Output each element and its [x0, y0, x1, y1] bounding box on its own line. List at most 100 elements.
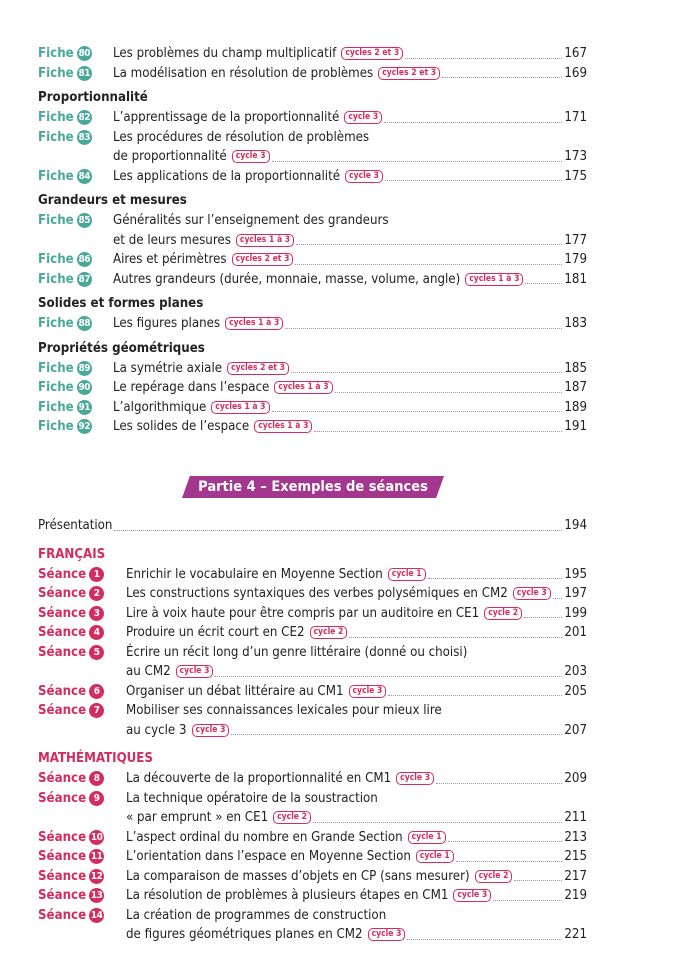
page-number[interactable]: 177: [564, 232, 587, 248]
toc-entry[interactable]: Séance 1 Enrichir le vocabulaire en Moyenn…: [38, 565, 587, 585]
toc-entry[interactable]: Présentation 194: [38, 516, 587, 536]
toc-entry[interactable]: Séance 11 L’orientation dans l’espace en M…: [38, 847, 587, 867]
seance-label-text: Séance: [38, 605, 87, 621]
entry-title[interactable]: Mobiliser ses connaissances lexicales po…: [126, 703, 442, 718]
page-number[interactable]: 169: [564, 65, 587, 81]
entry-line: La création de programmes de constructio…: [38, 906, 587, 926]
page-number[interactable]: 197: [564, 586, 587, 601]
page-number[interactable]: 203: [564, 664, 587, 679]
entry-title[interactable]: L’orientation dans l’espace en Moyenne S…: [126, 849, 411, 864]
entry-title[interactable]: L’algorithmique: [113, 399, 207, 415]
seance-label: Séance 3: [38, 604, 105, 624]
entry-title[interactable]: Lire à voix haute pour être compris par …: [126, 605, 480, 621]
page-number[interactable]: 209: [564, 771, 587, 786]
entry-title[interactable]: L’aspect ordinal du nombre en Grande Sec…: [126, 829, 403, 845]
page-number[interactable]: 215: [564, 849, 587, 864]
entry-title[interactable]: Généralités sur l’enseignement des grand…: [113, 213, 389, 228]
entry-title[interactable]: Organiser un débat littéraire au CM1: [126, 683, 344, 699]
toc-entry[interactable]: Fiche 83 Les procédures de résolution de p…: [38, 128, 587, 167]
entry-title[interactable]: Écrire un récit long d’un genre littérai…: [126, 644, 468, 660]
entry-title[interactable]: Aires et périmètres: [113, 252, 227, 267]
entry-title[interactable]: Les applications de la proportionnalité: [113, 168, 341, 184]
entry-title[interactable]: au CM2: [126, 664, 171, 679]
toc-entry[interactable]: Fiche 84 Les applications de la proportion…: [38, 167, 587, 187]
seance-label-text: Séance: [38, 849, 87, 864]
toc-entry[interactable]: Fiche 87 Autres grandeurs (durée, monnaie,…: [38, 270, 587, 290]
entry-title[interactable]: La découverte de la proportionnalité en …: [126, 771, 392, 786]
page-number[interactable]: 205: [564, 683, 587, 699]
fiche-label-text: Fiche: [38, 46, 74, 61]
page-number[interactable]: 219: [564, 888, 587, 903]
toc-entry[interactable]: Fiche 80 Les problèmes du champ multiplica…: [38, 44, 587, 64]
page-number[interactable]: 221: [564, 927, 587, 942]
page-number[interactable]: 201: [564, 625, 587, 640]
entry-title[interactable]: au cycle 3: [126, 722, 187, 738]
toc-entry[interactable]: Séance 3 Lire à voix haute pour être compr…: [38, 604, 587, 624]
page-number[interactable]: 187: [564, 380, 587, 395]
entry-title[interactable]: La comparaison de masses d’objets en CP …: [126, 868, 470, 884]
entry-title[interactable]: Produire un écrit court en CE2: [126, 625, 305, 640]
entry-title[interactable]: La modélisation en résolution de problèm…: [113, 65, 374, 81]
entry-title[interactable]: et de leurs mesures: [113, 232, 231, 248]
entry-title[interactable]: « par emprunt » en CE1: [126, 810, 269, 825]
toc-entry[interactable]: Fiche 92 Les solides de l’espace cycles 1 à…: [38, 417, 587, 437]
page-number[interactable]: 199: [564, 605, 587, 621]
page-number[interactable]: 195: [564, 566, 587, 582]
entry-title[interactable]: La résolution de problèmes à plusieurs é…: [126, 888, 449, 903]
entry-title[interactable]: Le repérage dans l’espace: [113, 380, 270, 395]
toc-entry[interactable]: Fiche 81 La modélisation en résolution de …: [38, 64, 587, 84]
page-number[interactable]: 175: [564, 168, 587, 184]
toc-entry[interactable]: Fiche 82 L’apprentissage de la proportionn…: [38, 108, 587, 128]
entry-title[interactable]: La technique opératoire de la soustracti…: [126, 790, 378, 806]
seance-number-badge: 7: [89, 703, 105, 719]
toc-entry[interactable]: Séance 8 La découverte de la proportionnal…: [38, 769, 587, 789]
toc-entry[interactable]: Séance 12 La comparaison de masses d’objet…: [38, 867, 587, 887]
page-number[interactable]: 167: [564, 46, 587, 61]
entry-title[interactable]: Les constructions syntaxiques des verbes…: [126, 586, 508, 601]
toc-entry[interactable]: Fiche 91 L’algorithmique cycles 1 à 3 189: [38, 398, 587, 418]
page-number[interactable]: 171: [564, 110, 587, 125]
toc-entry[interactable]: Séance 13 La résolution de problèmes à plu…: [38, 886, 587, 906]
page-number[interactable]: 173: [564, 149, 587, 164]
toc-entry[interactable]: Fiche 90 Le repérage dans l’espace cycles 1…: [38, 378, 587, 398]
entry-title[interactable]: Les procédures de résolution de problème…: [113, 129, 370, 145]
toc-entry[interactable]: Fiche 89 La symétrie axiale cycles 2 et 3 18…: [38, 359, 587, 379]
fiche-number-badge: 86: [76, 252, 92, 268]
page-number[interactable]: 183: [564, 316, 587, 331]
toc-entry[interactable]: Séance 4 Produire un écrit court en CE2 cyc…: [38, 623, 587, 643]
page-number[interactable]: 179: [564, 252, 587, 267]
entry-title[interactable]: de figures géométriques planes en CM2: [126, 927, 363, 942]
toc-entry[interactable]: Séance 7 Mobiliser ses connaissances lexic…: [38, 701, 587, 740]
page-number[interactable]: 213: [564, 829, 587, 845]
leader-dots: [334, 391, 563, 393]
entry-title[interactable]: La création de programmes de constructio…: [126, 907, 387, 923]
page-number[interactable]: 211: [564, 810, 587, 825]
toc-entry[interactable]: Séance 6 Organiser un débat littéraire au …: [38, 682, 587, 702]
page-number[interactable]: 185: [564, 360, 587, 376]
toc-entry[interactable]: Séance 10 L’aspect ordinal du nombre en Gr…: [38, 828, 587, 848]
entry-title[interactable]: Les problèmes du champ multiplicatif: [113, 46, 337, 61]
page-number[interactable]: 191: [564, 419, 587, 434]
entry-title[interactable]: Présentation: [38, 518, 113, 533]
toc-entry[interactable]: Séance 9 La technique opératoire de la sou…: [38, 789, 587, 828]
page-number[interactable]: 207: [564, 722, 587, 738]
toc-entry[interactable]: Fiche 86 Aires et périmètres cycles 2 et 3 1…: [38, 250, 587, 270]
entry-title[interactable]: Enrichir le vocabulaire en Moyenne Secti…: [126, 566, 383, 582]
entry-title[interactable]: de proportionnalité: [113, 149, 227, 164]
entry-title[interactable]: Autres grandeurs (durée, monnaie, masse,…: [113, 271, 461, 287]
entry-title[interactable]: L’apprentissage de la proportionnalité: [113, 110, 340, 125]
page-number[interactable]: 217: [564, 868, 587, 884]
entry-title[interactable]: La symétrie axiale: [113, 360, 223, 376]
entry-title[interactable]: Les solides de l’espace: [113, 419, 250, 434]
page-number[interactable]: 189: [564, 399, 587, 415]
toc-entry[interactable]: Séance 14 La création de programmes de con…: [38, 906, 587, 945]
page-number[interactable]: 194: [564, 518, 587, 533]
seance-label: Séance 9: [38, 789, 105, 809]
toc-entry[interactable]: Séance 5 Écrire un récit long d’un genre l…: [38, 643, 587, 682]
toc-entry[interactable]: Fiche 85 Généralités sur l’enseignement de…: [38, 211, 587, 250]
toc-entry[interactable]: Fiche 88 Les figures planes cycles 1 à 3 183: [38, 314, 587, 334]
toc-entry[interactable]: Séance 2 Les constructions syntaxiques des…: [38, 584, 587, 604]
entry-line: Les solides de l’espace cycles 1 à 3 191: [38, 417, 587, 437]
entry-title[interactable]: Les figures planes: [113, 316, 221, 331]
page-number[interactable]: 181: [564, 271, 587, 287]
